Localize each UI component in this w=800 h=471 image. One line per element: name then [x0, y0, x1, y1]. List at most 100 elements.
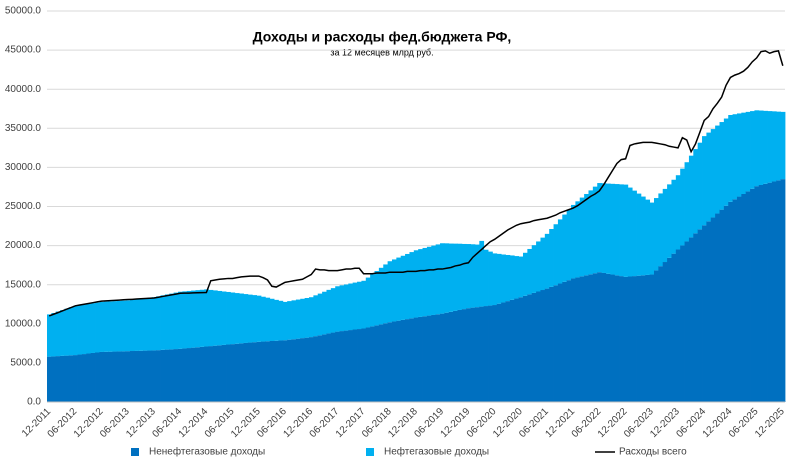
bar: [304, 337, 310, 402]
bar: [549, 229, 554, 287]
bar: [553, 224, 559, 286]
bar: [575, 277, 581, 402]
bar: [370, 326, 375, 402]
bar: [575, 201, 581, 278]
bar: [588, 274, 594, 402]
bar: [453, 243, 458, 311]
bar: [422, 247, 428, 317]
bar: [544, 233, 550, 289]
bar: [501, 302, 506, 402]
bar: [653, 198, 659, 271]
bar: [623, 184, 629, 277]
bar: [256, 295, 262, 342]
bar: [68, 307, 74, 356]
bar: [605, 183, 611, 274]
bar: [763, 183, 768, 402]
bar: [610, 183, 616, 275]
bar: [239, 293, 244, 344]
y-tick-label: 35000.0: [5, 123, 42, 134]
bar: [348, 330, 354, 402]
bar: [671, 179, 677, 254]
bar: [632, 276, 637, 402]
bar: [330, 332, 336, 402]
bar: [627, 187, 633, 277]
bar: [357, 329, 362, 402]
bar: [435, 244, 441, 315]
bar: [95, 352, 100, 402]
bar: [47, 314, 52, 357]
bar: [653, 270, 659, 402]
bar: [243, 294, 249, 343]
bar: [706, 221, 712, 402]
bar: [771, 181, 777, 402]
bar: [488, 251, 493, 306]
bar: [230, 292, 236, 345]
bar: [492, 253, 498, 306]
bar: [671, 253, 677, 402]
bar: [212, 345, 218, 402]
bar: [343, 330, 349, 402]
bar: [649, 202, 655, 275]
bar: [470, 244, 476, 308]
bar: [488, 305, 493, 402]
bar: [431, 314, 437, 402]
bar: [300, 338, 306, 402]
bar: [715, 213, 720, 402]
bar: [269, 341, 275, 402]
bar: [274, 340, 279, 402]
bar: [125, 300, 131, 352]
bar: [291, 339, 297, 402]
bar: [518, 256, 524, 298]
bar: [64, 308, 70, 356]
bar: [396, 257, 402, 321]
bar: [125, 351, 131, 402]
bar: [426, 315, 432, 402]
bar: [767, 182, 773, 402]
bar: [562, 214, 568, 282]
legend-swatch: [131, 448, 139, 456]
bar: [418, 249, 423, 317]
bar: [199, 346, 205, 402]
bar: [614, 275, 620, 402]
bar: [736, 113, 742, 197]
bar: [143, 298, 148, 351]
y-tick-label: 20000.0: [5, 240, 42, 251]
bar: [138, 298, 144, 351]
bar: [374, 325, 380, 402]
bar: [675, 249, 681, 402]
bar: [728, 201, 733, 402]
bar: [745, 191, 751, 402]
bar: [483, 306, 489, 402]
bar: [736, 196, 742, 402]
bar: [108, 301, 113, 352]
legend-label: Расходы всего: [619, 447, 687, 458]
bar: [365, 327, 371, 402]
bar: [702, 136, 707, 226]
bar: [496, 303, 502, 402]
bar: [73, 355, 78, 402]
bar: [597, 183, 602, 273]
bar: [780, 111, 786, 180]
bar: [771, 111, 777, 182]
bar: [226, 291, 231, 345]
bar: [60, 310, 65, 356]
bar: [579, 197, 585, 277]
bar: [112, 351, 118, 402]
bar: [178, 348, 183, 402]
bar: [571, 204, 576, 279]
bar: [186, 348, 192, 402]
bar: [295, 338, 301, 402]
bar: [387, 261, 393, 323]
bar: [418, 316, 423, 402]
bar: [322, 334, 327, 402]
bar: [501, 254, 506, 303]
bar: [684, 241, 690, 402]
bar: [81, 304, 87, 355]
bar: [780, 179, 786, 402]
bar: [723, 205, 729, 402]
bar: [160, 295, 166, 350]
bar: [77, 354, 83, 402]
bar: [339, 331, 345, 402]
bar: [178, 291, 183, 349]
bar: [426, 246, 432, 316]
